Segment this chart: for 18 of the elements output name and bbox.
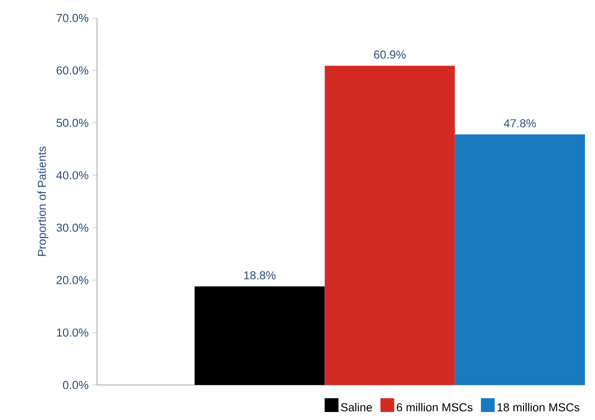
y-tick-label: 40.0%	[56, 171, 88, 180]
y-axis-title: Proportion of Patients	[38, 146, 48, 256]
bar	[324, 66, 455, 385]
y-tick-label: 10.0%	[56, 328, 88, 337]
y-tick-label: 50.0%	[56, 118, 88, 127]
bar	[454, 134, 585, 385]
y-tick-label: 60.0%	[56, 66, 88, 74]
bar	[194, 286, 325, 385]
data-label: 47.8%	[504, 119, 536, 128]
data-label: 18.8%	[244, 271, 276, 280]
y-tick-label: 0.0%	[62, 380, 88, 390]
data-label: 60.9%	[374, 50, 406, 59]
legend-label: Saline	[340, 402, 372, 412]
y-tick-label: 70.0%	[56, 14, 88, 22]
legend-label: 18 million MSCs	[498, 402, 580, 412]
y-tick-label: 20.0%	[56, 276, 88, 284]
y-tick-label: 30.0%	[56, 224, 88, 232]
legend-label: 6 million MSCs	[396, 402, 472, 412]
